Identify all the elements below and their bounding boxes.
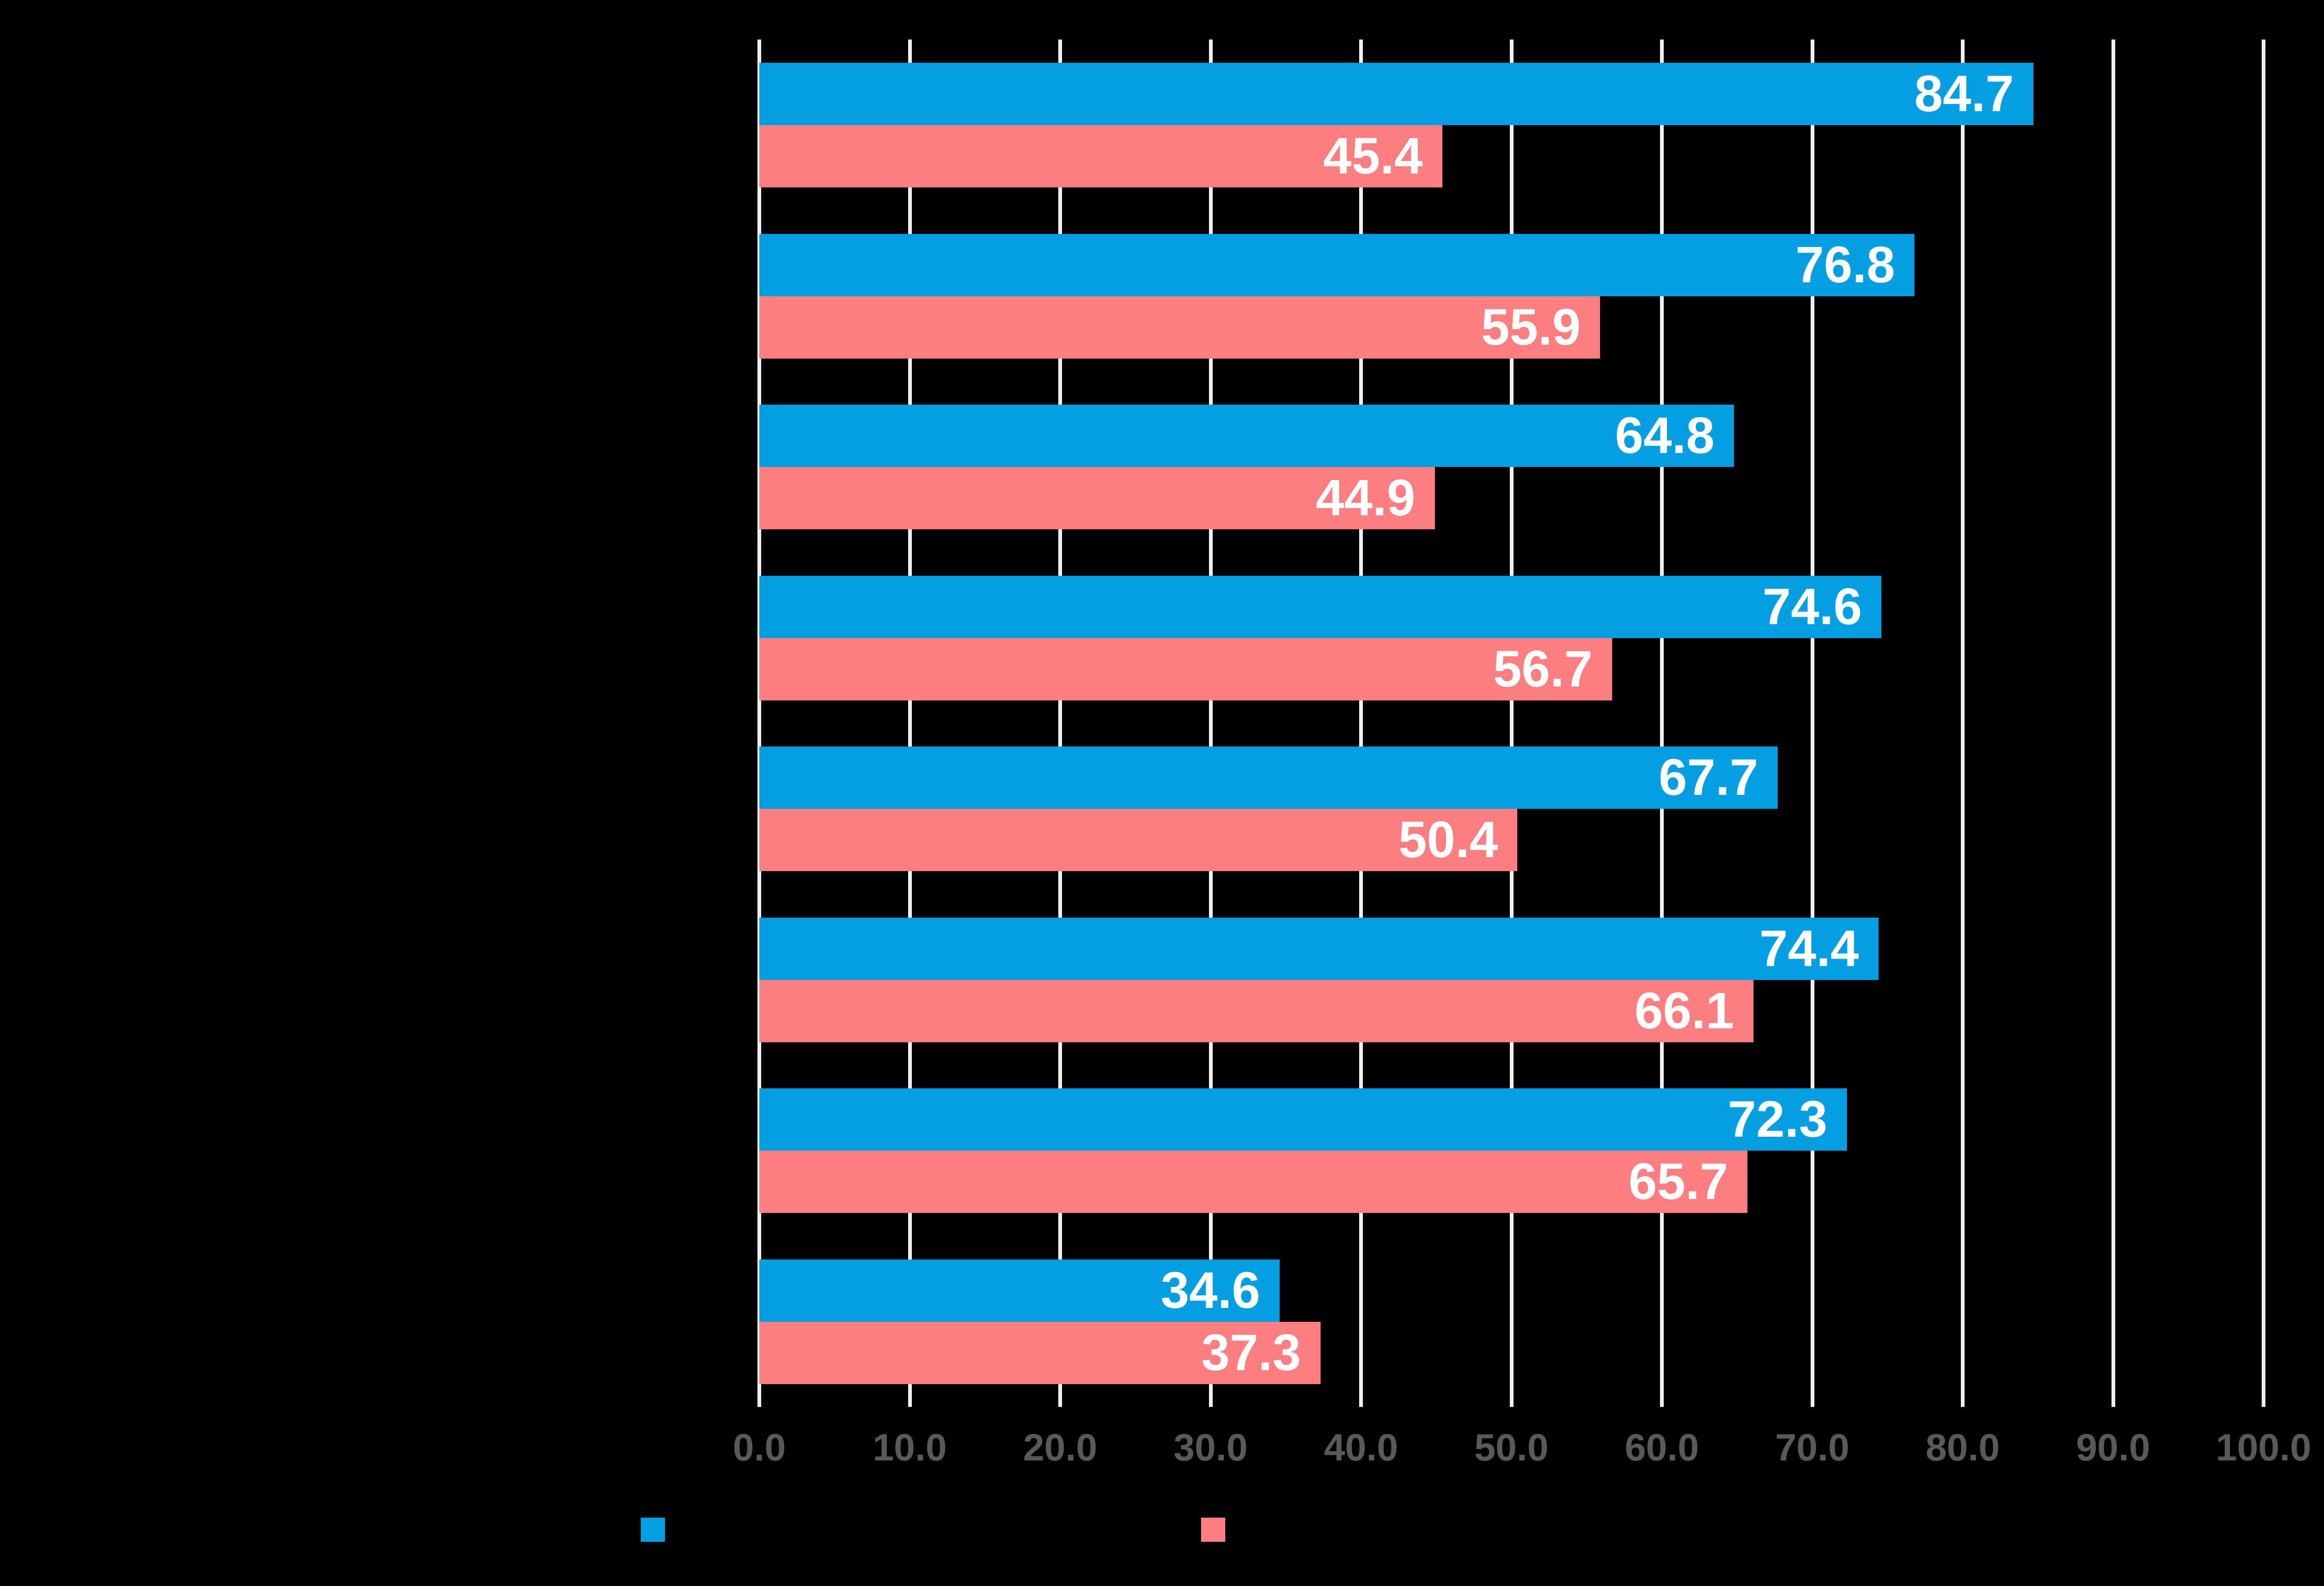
x-tick-label-50.0: 50.0 — [1474, 1426, 1549, 1469]
bar-series1-group1[interactable]: 84.7 — [759, 63, 2034, 125]
bar-series2-group8[interactable]: 37.3 — [759, 1321, 1321, 1384]
gridline-20.0 — [1058, 40, 1062, 1407]
value-label-series1-group1: 84.7 — [1914, 65, 2014, 122]
x-tick-label-0.0: 0.0 — [733, 1426, 786, 1469]
value-label-series2-group3: 44.9 — [1315, 469, 1415, 526]
value-label-series2-group6: 66.1 — [1634, 982, 1734, 1040]
value-label-series1-group2: 76.8 — [1795, 236, 1895, 293]
x-tick-label-70.0: 70.0 — [1775, 1426, 1850, 1469]
x-tick-label-60.0: 60.0 — [1625, 1426, 1699, 1469]
value-label-series2-group4: 56.7 — [1493, 640, 1593, 698]
bar-series2-group6[interactable]: 66.1 — [759, 980, 1754, 1042]
gridline-90.0 — [2111, 40, 2115, 1407]
bar-series1-group6[interactable]: 74.4 — [759, 917, 1879, 980]
value-label-series1-group3: 64.8 — [1615, 407, 1715, 464]
bar-series1-group4[interactable]: 74.6 — [759, 575, 1882, 638]
value-label-series2-group2: 55.9 — [1481, 298, 1581, 356]
value-label-series1-group4: 74.6 — [1762, 578, 1862, 635]
gridline-70.0 — [1810, 40, 1814, 1407]
bar-series2-group5[interactable]: 50.4 — [759, 809, 1518, 871]
legend-swatch-series1[interactable] — [641, 1518, 665, 1542]
gridline-100.0 — [2262, 40, 2265, 1407]
x-tick-label-40.0: 40.0 — [1324, 1426, 1398, 1469]
gridline-40.0 — [1359, 40, 1363, 1407]
bar-series2-group4[interactable]: 56.7 — [759, 638, 1613, 700]
gridline-50.0 — [1509, 40, 1514, 1407]
x-tick-label-80.0: 80.0 — [1926, 1426, 2000, 1469]
value-label-series2-group1: 45.4 — [1323, 127, 1423, 185]
gridline-10.0 — [908, 40, 912, 1407]
gridline-80.0 — [1961, 40, 1965, 1407]
x-tick-label-10.0: 10.0 — [872, 1426, 947, 1469]
value-label-series1-group5: 67.7 — [1659, 749, 1759, 806]
bar-series2-group7[interactable]: 65.7 — [759, 1151, 1748, 1213]
bar-series2-group3[interactable]: 44.9 — [759, 467, 1435, 529]
bar-series2-group2[interactable]: 55.9 — [759, 296, 1600, 359]
x-tick-label-90.0: 90.0 — [2076, 1426, 2151, 1469]
bar-series2-group1[interactable]: 45.4 — [759, 125, 1442, 187]
value-label-series1-group6: 74.4 — [1759, 920, 1859, 977]
bar-series1-group2[interactable]: 76.8 — [759, 233, 1915, 296]
gridline-60.0 — [1660, 40, 1664, 1407]
value-label-series1-group8: 34.6 — [1161, 1261, 1261, 1319]
bar-series1-group8[interactable]: 34.6 — [759, 1259, 1280, 1322]
x-tick-label-30.0: 30.0 — [1173, 1426, 1248, 1469]
gridline-30.0 — [1208, 40, 1213, 1407]
x-tick-label-100.0: 100.0 — [2216, 1426, 2311, 1469]
value-label-series2-group8: 37.3 — [1201, 1324, 1301, 1381]
bar-series1-group5[interactable]: 67.7 — [759, 746, 1778, 809]
x-tick-label-20.0: 20.0 — [1023, 1426, 1097, 1469]
value-label-series2-group5: 50.4 — [1398, 811, 1498, 868]
bar-series1-group3[interactable]: 64.8 — [759, 405, 1734, 467]
bar-series1-group7[interactable]: 72.3 — [759, 1088, 1847, 1151]
value-label-series1-group7: 72.3 — [1727, 1091, 1827, 1148]
gridline-0.0 — [757, 40, 761, 1407]
legend-swatch-series2[interactable] — [1201, 1518, 1225, 1542]
value-label-series2-group7: 65.7 — [1628, 1153, 1728, 1210]
